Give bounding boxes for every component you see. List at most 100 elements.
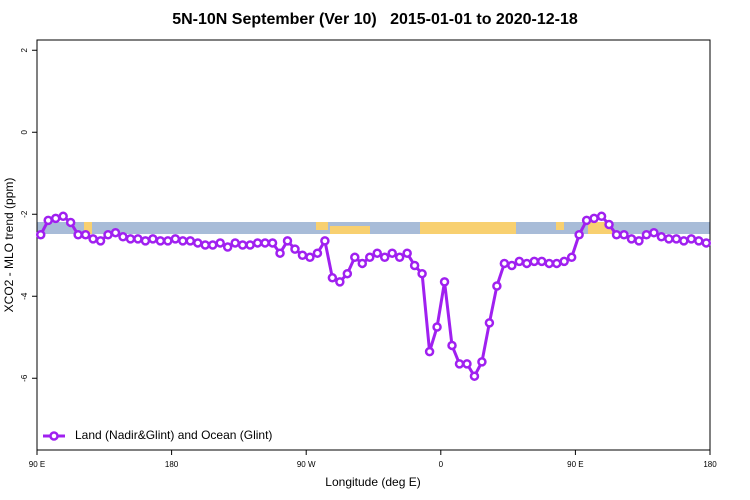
data-point — [634, 236, 644, 246]
data-point — [275, 248, 285, 258]
data-point — [379, 252, 390, 263]
x-tick-label: 90 W — [297, 460, 316, 469]
data-point — [424, 346, 435, 357]
legend-label: Land (Nadir&Glint) and Ocean (Glint) — [75, 428, 272, 442]
data-point — [499, 258, 510, 269]
data-point — [566, 252, 577, 263]
data-point — [267, 238, 278, 248]
data-point — [222, 242, 233, 252]
data-point — [200, 240, 210, 250]
data-point — [163, 236, 173, 246]
data-point — [447, 340, 457, 351]
data-point — [282, 236, 293, 246]
data-point — [245, 240, 255, 250]
x-tick-label: 180 — [165, 460, 179, 469]
data-point — [537, 256, 547, 267]
data-point — [170, 234, 181, 244]
data-point — [529, 256, 540, 267]
x-tick-label: 180 — [703, 460, 717, 469]
data-point — [297, 250, 308, 260]
x-tick-label: 90 E — [29, 460, 45, 469]
data-point — [492, 281, 502, 291]
data-point — [611, 230, 622, 240]
data-point — [207, 240, 218, 250]
data-point — [365, 252, 375, 263]
data-point — [237, 240, 248, 250]
data-point — [103, 230, 113, 240]
data-point — [80, 230, 91, 240]
data-point — [559, 256, 569, 267]
data-point — [65, 217, 76, 228]
data-point — [290, 244, 300, 254]
data-point — [402, 248, 412, 258]
data-point — [484, 318, 495, 328]
data-point — [178, 236, 188, 246]
data-point — [133, 234, 143, 244]
data-point — [118, 232, 128, 242]
data-point — [671, 234, 682, 244]
data-point — [551, 258, 562, 269]
y-axis-label: XCO2 - MLO trend (ppm) — [2, 178, 16, 313]
data-point — [694, 236, 704, 246]
data-point — [514, 256, 525, 267]
data-point — [394, 252, 405, 263]
y-tick-label: -2 — [20, 210, 29, 218]
data-point — [372, 248, 382, 258]
y-tick-label: -6 — [20, 374, 29, 382]
data-point — [626, 234, 637, 244]
data-point — [327, 273, 338, 283]
data-point — [50, 213, 61, 224]
data-point — [477, 357, 487, 367]
data-point — [574, 230, 584, 240]
data-point — [35, 230, 46, 240]
data-point — [252, 238, 263, 248]
legend-marker — [49, 431, 59, 441]
chart-title: 5N-10N September (Ver 10) 2015-01-01 to … — [172, 11, 578, 28]
data-point — [522, 258, 532, 269]
data-point — [312, 248, 323, 258]
data-point — [544, 258, 554, 269]
data-point — [305, 252, 315, 263]
data-point — [439, 277, 450, 287]
y-tick-label: -4 — [20, 292, 29, 300]
x-tick-label: 90 E — [567, 460, 583, 469]
data-point — [387, 248, 397, 258]
data-point — [43, 215, 53, 226]
data-point — [335, 277, 345, 287]
data-point — [679, 236, 689, 246]
data-point — [140, 236, 151, 246]
data-point — [95, 236, 106, 246]
data-point — [185, 236, 196, 246]
data-point — [701, 238, 712, 248]
y-tick-label: 0 — [20, 129, 29, 134]
data-point — [125, 234, 136, 244]
data-point — [581, 215, 592, 226]
data-point — [230, 238, 240, 248]
data-point — [604, 219, 614, 230]
data-point — [357, 258, 368, 269]
data-point — [656, 232, 667, 242]
data-point — [148, 234, 158, 244]
data-point — [454, 359, 465, 369]
data-point — [155, 236, 166, 246]
data-point — [193, 238, 203, 248]
plot-frame — [36, 39, 711, 451]
y-tick-label: 2 — [20, 47, 29, 52]
data-point — [641, 230, 652, 240]
data-point — [409, 260, 420, 271]
data-point — [686, 234, 697, 244]
data-point — [73, 230, 83, 240]
data-point — [417, 268, 427, 279]
data-point — [88, 234, 98, 244]
data-point — [664, 234, 674, 244]
data-point — [432, 322, 442, 332]
data-point — [58, 211, 68, 222]
data-point — [260, 238, 270, 248]
data-point — [342, 268, 353, 279]
land-ocean-strip — [37, 222, 710, 234]
data-point — [110, 227, 121, 238]
data-point — [469, 371, 480, 381]
data-point — [215, 238, 225, 248]
data-point — [320, 236, 330, 246]
x-tick-label: 0 — [439, 460, 444, 469]
